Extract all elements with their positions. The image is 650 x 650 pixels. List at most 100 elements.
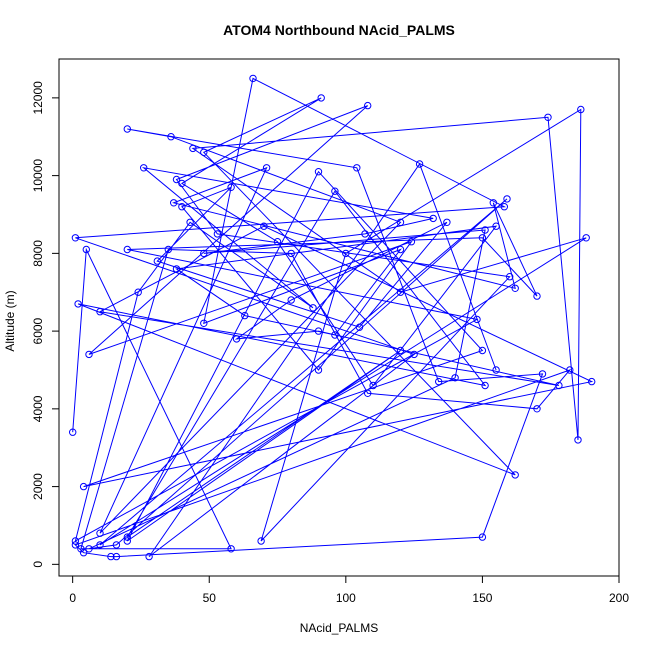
x-tick-label: 0 xyxy=(69,591,76,605)
y-tick-label: 10000 xyxy=(31,159,45,193)
data-point xyxy=(396,346,405,355)
data-point xyxy=(227,545,235,553)
data-point xyxy=(112,552,121,561)
data-point xyxy=(478,234,487,242)
data-point xyxy=(511,284,519,292)
data-point xyxy=(577,105,585,114)
x-axis: 0 50 100 150 200 xyxy=(69,575,629,605)
y-tick-label: 12000 xyxy=(31,81,45,115)
data-point xyxy=(74,300,82,308)
x-tick-label: 100 xyxy=(336,591,356,605)
y-axis: 0 2000 4000 6000 8000 10000 12000 xyxy=(31,81,60,568)
data-point xyxy=(314,168,323,176)
data-point xyxy=(353,164,361,172)
data-point xyxy=(555,381,563,390)
x-tick-label: 50 xyxy=(203,591,217,605)
data-point xyxy=(123,245,132,254)
data-point xyxy=(287,249,295,258)
data-point xyxy=(506,273,514,281)
data-point xyxy=(481,381,489,390)
chart-title: ATOM4 Northbound NAcid_PALMS xyxy=(223,22,455,38)
data-point xyxy=(342,249,350,258)
x-tick-label: 200 xyxy=(609,591,629,605)
data-point xyxy=(364,101,372,110)
data-point xyxy=(500,203,508,211)
data-point xyxy=(273,238,282,246)
data-point xyxy=(492,222,500,230)
data-point xyxy=(164,245,173,254)
data-point xyxy=(123,533,132,541)
data-point xyxy=(355,323,364,331)
data-point xyxy=(82,245,91,254)
data-point xyxy=(566,366,574,374)
data-point xyxy=(85,350,93,359)
data-point xyxy=(317,94,325,102)
data-point xyxy=(331,187,339,195)
data-point xyxy=(123,125,132,133)
data-point xyxy=(232,335,241,343)
data-point xyxy=(123,537,132,545)
data-point xyxy=(153,257,162,265)
data-point xyxy=(71,541,80,549)
data-point xyxy=(85,545,93,553)
data-point xyxy=(178,179,186,188)
y-axis-label: Altitude (m) xyxy=(3,290,17,351)
data-point xyxy=(167,133,175,141)
data-point xyxy=(451,374,459,382)
data-point xyxy=(481,226,489,234)
data-point xyxy=(107,552,115,561)
data-point xyxy=(79,482,88,491)
data-point xyxy=(415,160,424,168)
data-point xyxy=(410,350,418,359)
data-point xyxy=(309,304,317,312)
data-point xyxy=(435,377,443,386)
data-point xyxy=(178,203,186,211)
data-point xyxy=(96,308,104,316)
data-point xyxy=(314,366,323,374)
data-point xyxy=(260,222,268,230)
data-point xyxy=(538,370,547,378)
data-point xyxy=(492,366,500,374)
data-point xyxy=(112,541,121,549)
data-point xyxy=(533,405,541,413)
data-point xyxy=(200,148,208,157)
data-point xyxy=(200,249,208,258)
data-point xyxy=(429,214,437,223)
data-point xyxy=(69,428,77,436)
data-point xyxy=(489,199,497,207)
data-point xyxy=(96,529,104,537)
data-point xyxy=(140,164,148,172)
data-point xyxy=(170,199,178,207)
data-point xyxy=(257,537,265,545)
data-point xyxy=(364,389,372,397)
data-point xyxy=(588,377,596,386)
data-point xyxy=(361,230,369,238)
data-point xyxy=(227,183,235,192)
data-point xyxy=(262,164,271,172)
series-line xyxy=(72,77,594,558)
data-point xyxy=(96,541,104,549)
data-point xyxy=(172,175,181,184)
data-point xyxy=(533,292,541,300)
data-point xyxy=(200,319,208,327)
data-point xyxy=(369,381,377,390)
data-point xyxy=(241,311,249,320)
x-tick-label: 150 xyxy=(472,591,492,605)
series-layer xyxy=(69,74,596,561)
data-point xyxy=(478,533,487,541)
data-point xyxy=(503,195,511,203)
data-point xyxy=(287,296,295,304)
data-point xyxy=(79,549,88,557)
data-point xyxy=(186,218,194,227)
y-tick-label: 8000 xyxy=(31,240,45,267)
data-point xyxy=(511,471,519,479)
data-point xyxy=(544,113,552,122)
data-point xyxy=(396,245,405,254)
data-point xyxy=(574,436,582,444)
data-point xyxy=(134,288,142,296)
y-tick-label: 0 xyxy=(31,561,45,568)
data-point xyxy=(582,234,590,242)
y-tick-label: 2000 xyxy=(31,473,45,500)
data-point xyxy=(213,230,222,238)
